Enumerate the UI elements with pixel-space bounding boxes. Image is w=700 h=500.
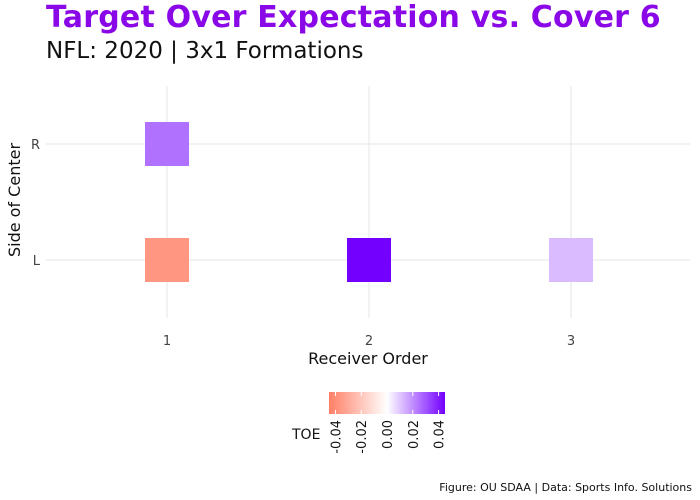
x-axis-title: Receiver Order xyxy=(308,349,428,368)
y-tick-label: R xyxy=(31,138,40,153)
heatmap-cell-1-R xyxy=(145,122,189,166)
x-tick-label: 3 xyxy=(567,334,575,349)
chart-title: Target Over Expectation vs. Cover 6 xyxy=(46,0,661,35)
legend-title: TOE xyxy=(291,427,320,443)
x-tick-labels: 1 2 3 xyxy=(163,334,575,349)
legend-tick-label: -0.04 xyxy=(329,420,344,454)
chart-caption: Figure: OU SDAA | Data: Sports Info. Sol… xyxy=(439,481,692,494)
color-legend: TOE -0.04 -0.02 0.00 0.02 0.04 xyxy=(291,392,448,454)
y-axis-title: Side of Center xyxy=(5,143,24,257)
legend-tick-label: 0.04 xyxy=(433,420,448,449)
heatmap-cell-2-L xyxy=(347,238,391,282)
legend-tick-label: 0.00 xyxy=(381,420,396,449)
y-tick-label: L xyxy=(33,254,41,269)
x-tick-label: 2 xyxy=(365,334,373,349)
legend-color-bar xyxy=(329,392,445,414)
legend-tick-label: 0.02 xyxy=(407,420,422,449)
heatmap-cell-3-L xyxy=(549,238,593,282)
y-tick-labels: LR xyxy=(31,138,41,269)
heatmap-cell-1-L xyxy=(145,238,189,282)
gridlines xyxy=(46,86,690,318)
legend-ticks: -0.04 -0.02 0.00 0.02 0.04 xyxy=(329,392,448,454)
legend-tick-label: -0.02 xyxy=(355,420,370,454)
x-tick-label: 1 xyxy=(163,334,171,349)
heatmap-cells xyxy=(145,122,593,282)
chart-subtitle: NFL: 2020 | 3x1 Formations xyxy=(46,38,364,64)
